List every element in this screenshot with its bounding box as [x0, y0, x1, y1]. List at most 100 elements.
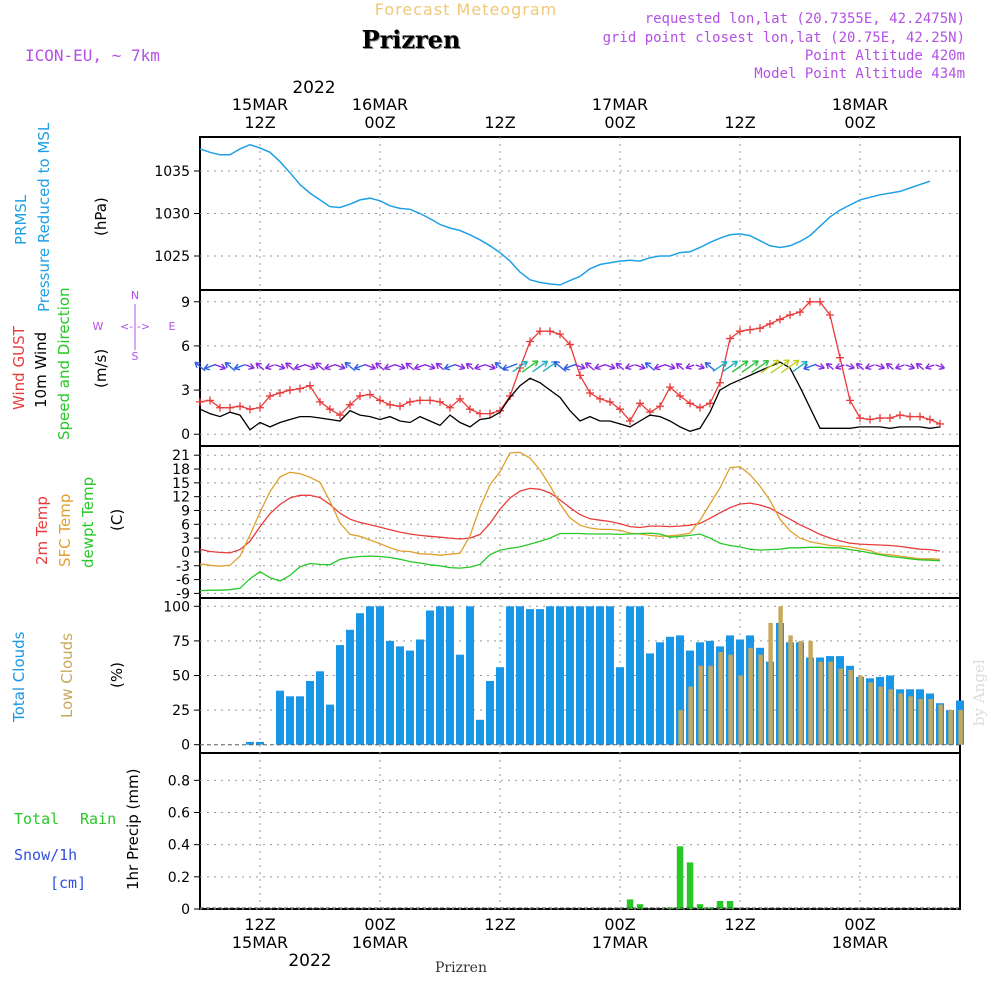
- gust-marker: [766, 319, 774, 328]
- gust-marker: [566, 340, 574, 349]
- wind-arrow-shaft: [553, 361, 567, 373]
- y-tick-label: 1030: [154, 207, 190, 223]
- wind-direction-arrow: [521, 360, 539, 373]
- bottom-time-label: 12Z: [724, 915, 755, 934]
- y-tick-label: 50: [172, 669, 190, 685]
- wind-direction-arrow: [255, 362, 265, 371]
- gust-marker: [836, 353, 844, 362]
- wind-arrow-head: [864, 363, 872, 370]
- wind-arrow-shaft: [444, 363, 456, 370]
- wind-direction-arrow: [274, 363, 286, 371]
- rain-bar: [686, 862, 694, 909]
- compass-s: S: [132, 350, 139, 363]
- low-cloud-bar: [828, 661, 833, 745]
- wind-arrow-head: [698, 363, 705, 370]
- cloud-label-total: Total Clouds: [10, 631, 28, 723]
- wind-direction-arrow: [835, 363, 845, 370]
- total-cloud-bar: [366, 606, 374, 745]
- gust-marker: [486, 409, 494, 418]
- total-cloud-bar: [466, 606, 474, 745]
- wind-label-gust: Wind GUST: [10, 325, 28, 410]
- wind-direction-arrow: [815, 363, 825, 370]
- total-cloud-bar: [576, 606, 584, 745]
- wind-arrow-head: [669, 363, 676, 371]
- wind-arrow-head: [885, 362, 893, 370]
- wind-arrow-shaft: [685, 364, 695, 369]
- wind-arrow-head: [255, 362, 262, 369]
- wind-arrow-shaft: [474, 363, 486, 370]
- wind-arrow-head: [762, 359, 770, 367]
- wind-arrow-shaft: [512, 360, 528, 373]
- wind-direction-arrow: [384, 363, 396, 371]
- total-cloud-bar: [666, 636, 674, 745]
- wind-direction-arrow: [194, 361, 206, 372]
- top-time-label: 12Z: [244, 113, 275, 132]
- wind-direction-arrow: [405, 362, 415, 371]
- rain-bar: [636, 904, 644, 909]
- total-cloud-bar: [376, 606, 384, 745]
- wind-arrow-head: [219, 363, 226, 371]
- wind-arrow-head: [915, 362, 923, 370]
- wind-arrow-shaft: [304, 363, 316, 370]
- wind-direction-arrow: [685, 363, 695, 370]
- wind-direction-arrow: [654, 363, 666, 371]
- gust-marker: [886, 414, 894, 423]
- info-line-3: Point Altitude 420m: [805, 48, 965, 64]
- low-cloud-bar: [958, 710, 963, 745]
- footer-city: Prizren: [435, 960, 487, 976]
- total-cloud-bar: [626, 606, 634, 745]
- wind-arrow-shaft: [604, 364, 616, 370]
- wind-arrow-head: [384, 363, 391, 371]
- wind-arrow-head: [704, 361, 712, 369]
- panel-frame-5: [199, 752, 961, 910]
- gust-marker: [686, 399, 694, 408]
- wind-arrow-head: [353, 363, 361, 371]
- y-tick-label: -3: [176, 559, 190, 575]
- gust-marker: [586, 389, 594, 398]
- wind-arrow-head: [414, 363, 421, 371]
- precip-label-cm: [cm]: [50, 874, 86, 892]
- bottom-time-label: 00Z: [844, 915, 875, 934]
- y-tick-label: 0: [181, 545, 190, 561]
- wind-arrow-head: [818, 363, 825, 370]
- y-tick-label: 1035: [154, 164, 190, 180]
- wind-direction-arrow: [615, 362, 625, 371]
- wind-arrow-head: [344, 361, 351, 369]
- wind-arrow-head: [938, 363, 946, 370]
- wind-direction-arrow: [394, 363, 406, 371]
- total-cloud-bar: [346, 629, 354, 745]
- bottom-date-label: 17MAR: [592, 933, 648, 952]
- wind-arrow-shaft: [454, 364, 466, 369]
- top-time-label: 00Z: [844, 113, 875, 132]
- wind-arrow-shaft: [780, 359, 800, 374]
- wind-arrow-shaft: [895, 364, 905, 369]
- wind-direction-arrow: [474, 363, 486, 371]
- total-cloud-bar: [326, 704, 334, 745]
- total-cloud-bar: [556, 606, 564, 745]
- wind-direction-arrow: [905, 363, 916, 370]
- gust-marker: [616, 405, 624, 414]
- model-label: ICON-EU, ~ 7km: [25, 46, 160, 65]
- y-axis-ticks: 1025103010350369-9-6-3036912151821025507…: [154, 164, 200, 918]
- total-cloud-bar: [256, 741, 264, 745]
- temp-labels: 2m Temp SFC Temp dewpt Temp (C): [33, 477, 126, 568]
- wind-arrow-shaft: [414, 363, 426, 370]
- wind-arrow-shaft: [364, 363, 376, 370]
- wind-arrow-shaft: [585, 362, 595, 371]
- wind-arrow-head: [465, 362, 473, 370]
- precip-unit: 1hr Precip (mm): [124, 769, 142, 890]
- y-tick-label: 6: [181, 339, 190, 355]
- wind-direction-arrow: [722, 360, 739, 373]
- wind-direction-arrow: [894, 363, 905, 370]
- bottom-date-label: 18MAR: [832, 933, 888, 952]
- wind-arrow-head: [803, 363, 810, 371]
- wind-arrow-head: [489, 363, 496, 371]
- gust-marker: [856, 414, 864, 423]
- gust-marker: [446, 403, 454, 412]
- gust-marker: [756, 324, 764, 333]
- y-tick-label: 9: [181, 295, 190, 311]
- wind-direction-arrow: [760, 359, 780, 374]
- wind-arrow-head: [741, 360, 749, 367]
- y-tick-label: 15: [172, 476, 190, 492]
